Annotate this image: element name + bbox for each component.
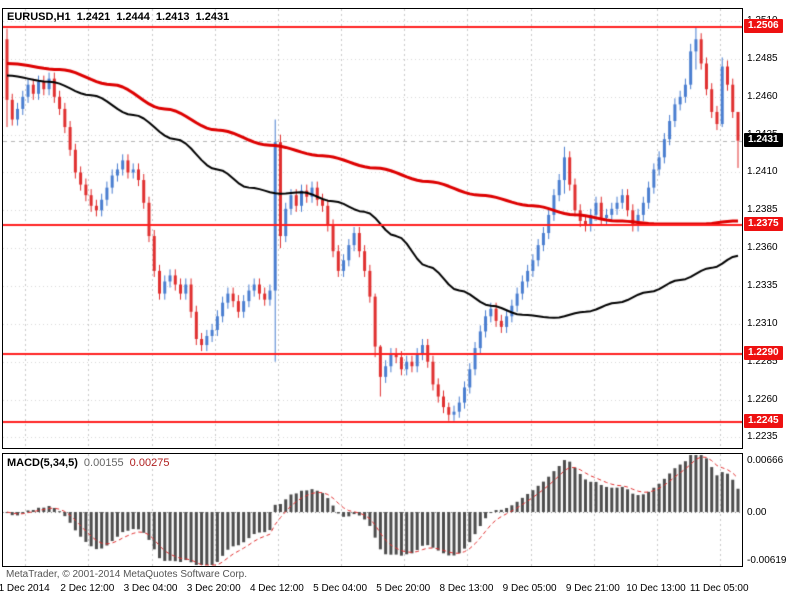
price-chart-panel bbox=[2, 8, 743, 449]
price-chart-canvas[interactable] bbox=[3, 9, 742, 448]
macd-axis-label: -0.00619 bbox=[747, 555, 787, 566]
time-axis-label: 3 Dec 20:00 bbox=[186, 583, 241, 594]
macd-indicator-panel bbox=[2, 453, 743, 567]
price-axis-tick: 1.2335 bbox=[747, 280, 778, 292]
time-axis-label: 8 Dec 13:00 bbox=[439, 583, 494, 594]
macd-title: MACD(5,34,5) 0.00155 0.00275 bbox=[7, 457, 169, 469]
time-axis-label: 9 Dec 21:00 bbox=[565, 583, 620, 594]
time-axis: 1 Dec 2014 2 Dec 12:00 3 Dec 04:00 3 Dec 20… bbox=[0, 583, 749, 597]
price-axis-tick: 1.2410 bbox=[747, 166, 778, 178]
current-price-flag: 1.2431 bbox=[744, 132, 783, 147]
macd-name-label: MACD(5,34,5) bbox=[7, 457, 78, 469]
time-axis-label: 2 Dec 12:00 bbox=[60, 583, 115, 594]
price-axis-tick: 1.2260 bbox=[747, 393, 778, 405]
copyright-label: MetaTrader, © 2001-2014 MetaQuotes Softw… bbox=[6, 569, 248, 580]
time-axis-label: 9 Dec 05:00 bbox=[502, 583, 557, 594]
price-axis-tick: 1.2385 bbox=[747, 204, 778, 216]
ohlc-low: 1.2413 bbox=[155, 11, 190, 23]
hline-price-flag[interactable]: 1.2506 bbox=[744, 19, 783, 34]
hline-price-flag[interactable]: 1.2245 bbox=[744, 414, 783, 429]
price-axis-tick: 1.2360 bbox=[747, 242, 778, 254]
macd-axis-label: 0.00 bbox=[747, 507, 767, 519]
price-axis-tick: 1.2285 bbox=[747, 355, 778, 367]
macd-chart-canvas[interactable] bbox=[3, 454, 742, 566]
chart-title: EURUSD,H1 1.2421 1.2444 1.2413 1.2431 bbox=[7, 11, 235, 23]
ohlc-high: 1.2444 bbox=[116, 11, 150, 23]
price-axis-tick: 1.2310 bbox=[747, 317, 778, 329]
ohlc-close: 1.2431 bbox=[195, 11, 230, 23]
price-axis-tick: 1.2460 bbox=[747, 90, 778, 102]
ohlc-open: 1.2421 bbox=[76, 11, 111, 23]
macd-main-value: 0.00155 bbox=[83, 457, 124, 469]
time-axis-label: 1 Dec 2014 bbox=[0, 583, 50, 594]
time-axis-label: 11 Dec 05:00 bbox=[689, 583, 749, 594]
price-axis-tick: 1.2485 bbox=[747, 52, 778, 64]
price-axis-tick: 1.2235 bbox=[747, 431, 778, 443]
macd-axis-label: 0.00666 bbox=[747, 455, 784, 466]
time-axis-label: 4 Dec 12:00 bbox=[249, 583, 304, 594]
time-axis-label: 3 Dec 04:00 bbox=[123, 583, 178, 594]
hline-price-flag[interactable]: 1.2375 bbox=[744, 217, 783, 232]
symbol-timeframe-label: EURUSD,H1 bbox=[7, 11, 71, 23]
time-axis-label: 10 Dec 13:00 bbox=[626, 583, 686, 594]
time-axis-label: 5 Dec 20:00 bbox=[376, 583, 431, 594]
macd-signal-value: 0.00275 bbox=[129, 457, 170, 469]
time-axis-label: 5 Dec 04:00 bbox=[313, 583, 368, 594]
hline-price-flag[interactable]: 1.2290 bbox=[744, 346, 783, 361]
